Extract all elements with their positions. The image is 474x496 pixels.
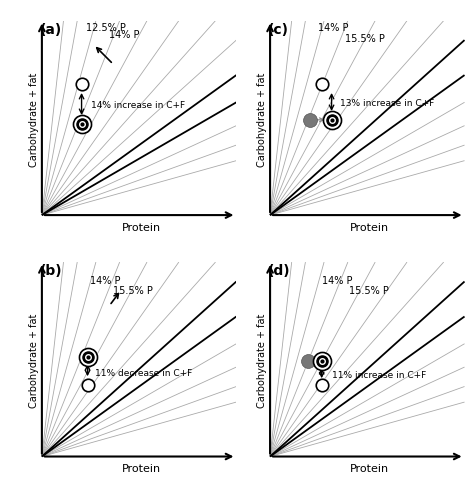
Text: (d): (d) [268,264,291,278]
Text: 15.5% P: 15.5% P [346,34,385,45]
Text: 15.5% P: 15.5% P [113,286,153,296]
Text: Carbohydrate + fat: Carbohydrate + fat [29,72,39,167]
Text: 14% P: 14% P [318,22,348,33]
Text: 11% increase in C+F: 11% increase in C+F [332,371,426,379]
Text: 14% P: 14% P [109,30,140,41]
Text: Protein: Protein [121,223,161,233]
Text: Carbohydrate + fat: Carbohydrate + fat [29,314,39,409]
Text: 14% P: 14% P [90,276,120,286]
Text: 11% decrease in C+F: 11% decrease in C+F [95,369,193,377]
Text: Carbohydrate + fat: Carbohydrate + fat [257,72,267,167]
Text: 15.5% P: 15.5% P [349,286,389,296]
Text: 13% increase in C+F: 13% increase in C+F [339,100,434,109]
Text: 14% P: 14% P [322,276,352,286]
Text: (b): (b) [40,264,63,278]
Text: Carbohydrate + fat: Carbohydrate + fat [257,314,267,409]
Text: (c): (c) [268,23,289,37]
Text: Protein: Protein [350,464,389,475]
Text: Protein: Protein [121,464,161,475]
Text: Protein: Protein [350,223,389,233]
Text: 12.5% P: 12.5% P [85,22,126,33]
Text: (a): (a) [40,23,62,37]
Text: 14% increase in C+F: 14% increase in C+F [91,102,186,111]
